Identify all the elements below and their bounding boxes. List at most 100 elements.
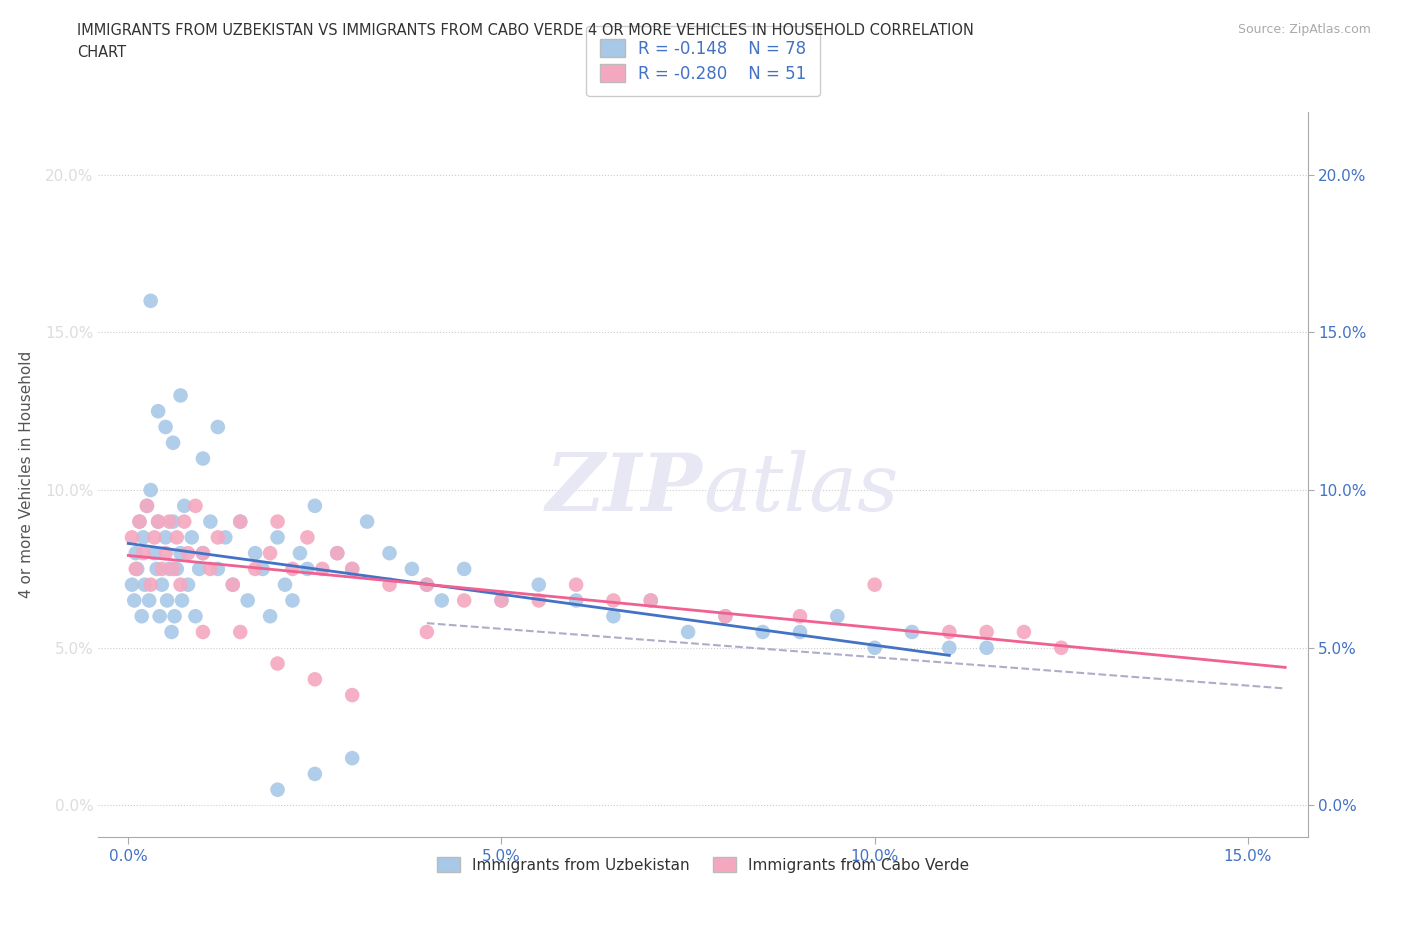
Point	[155, 419, 177, 434]
Point	[229, 514, 252, 529]
Point	[160, 625, 183, 640]
Point	[243, 546, 266, 561]
Point	[188, 562, 211, 577]
Point	[863, 641, 886, 656]
Point	[207, 562, 229, 577]
Point	[274, 578, 297, 592]
Point	[640, 593, 662, 608]
Point	[184, 498, 207, 513]
Point	[156, 593, 179, 608]
Point	[229, 625, 252, 640]
Point	[191, 451, 214, 466]
Point	[340, 687, 363, 702]
Point	[180, 530, 202, 545]
Point	[266, 656, 288, 671]
Point	[169, 546, 191, 561]
Point	[789, 609, 811, 624]
Point	[281, 593, 304, 608]
Point	[207, 419, 229, 434]
Point	[121, 578, 143, 592]
Point	[751, 625, 773, 640]
Point	[565, 593, 588, 608]
Point	[297, 562, 319, 577]
Point	[166, 562, 188, 577]
Point	[340, 751, 363, 765]
Point	[326, 546, 349, 561]
Point	[146, 514, 169, 529]
Point	[173, 498, 195, 513]
Point	[191, 625, 214, 640]
Point	[416, 578, 439, 592]
Point	[155, 546, 177, 561]
Point	[139, 293, 162, 308]
Point	[453, 562, 475, 577]
Legend: Immigrants from Uzbekistan, Immigrants from Cabo Verde: Immigrants from Uzbekistan, Immigrants f…	[429, 849, 977, 880]
Point	[340, 562, 363, 577]
Text: atlas: atlas	[703, 450, 898, 527]
Point	[378, 546, 401, 561]
Point	[416, 625, 439, 640]
Point	[266, 782, 288, 797]
Point	[714, 609, 737, 624]
Point	[430, 593, 453, 608]
Text: Source: ZipAtlas.com: Source: ZipAtlas.com	[1237, 23, 1371, 36]
Text: ZIP: ZIP	[546, 450, 703, 527]
Point	[162, 435, 184, 450]
Y-axis label: 4 or more Vehicles in Household: 4 or more Vehicles in Household	[20, 351, 34, 598]
Point	[146, 514, 169, 529]
Point	[146, 404, 169, 418]
Point	[150, 578, 173, 592]
Point	[149, 609, 172, 624]
Point	[136, 498, 159, 513]
Point	[184, 609, 207, 624]
Point	[378, 578, 401, 592]
Point	[252, 562, 274, 577]
Point	[125, 562, 148, 577]
Point	[214, 530, 236, 545]
Point	[976, 641, 998, 656]
Point	[127, 562, 149, 577]
Point	[1012, 625, 1035, 640]
Point	[169, 578, 191, 592]
Point	[527, 593, 550, 608]
Point	[356, 514, 378, 529]
Point	[401, 562, 423, 577]
Point	[132, 530, 155, 545]
Point	[138, 593, 160, 608]
Point	[125, 546, 148, 561]
Point	[976, 625, 998, 640]
Point	[143, 530, 166, 545]
Point	[222, 578, 245, 592]
Text: IMMIGRANTS FROM UZBEKISTAN VS IMMIGRANTS FROM CABO VERDE 4 OR MORE VEHICLES IN H: IMMIGRANTS FROM UZBEKISTAN VS IMMIGRANTS…	[77, 23, 974, 38]
Point	[173, 514, 195, 529]
Point	[207, 530, 229, 545]
Point	[901, 625, 924, 640]
Text: CHART: CHART	[77, 45, 127, 60]
Point	[200, 562, 222, 577]
Point	[491, 593, 513, 608]
Point	[191, 546, 214, 561]
Point	[134, 578, 156, 592]
Point	[162, 514, 184, 529]
Point	[177, 546, 200, 561]
Point	[162, 562, 184, 577]
Point	[170, 593, 193, 608]
Point	[136, 498, 159, 513]
Point	[938, 625, 960, 640]
Point	[121, 530, 143, 545]
Point	[565, 578, 588, 592]
Point	[222, 578, 245, 592]
Point	[827, 609, 849, 624]
Point	[1050, 641, 1073, 656]
Point	[229, 514, 252, 529]
Point	[122, 593, 145, 608]
Point	[259, 609, 281, 624]
Point	[139, 483, 162, 498]
Point	[340, 562, 363, 577]
Point	[266, 514, 288, 529]
Point	[326, 546, 349, 561]
Point	[640, 593, 662, 608]
Point	[304, 498, 326, 513]
Point	[236, 593, 259, 608]
Point	[527, 578, 550, 592]
